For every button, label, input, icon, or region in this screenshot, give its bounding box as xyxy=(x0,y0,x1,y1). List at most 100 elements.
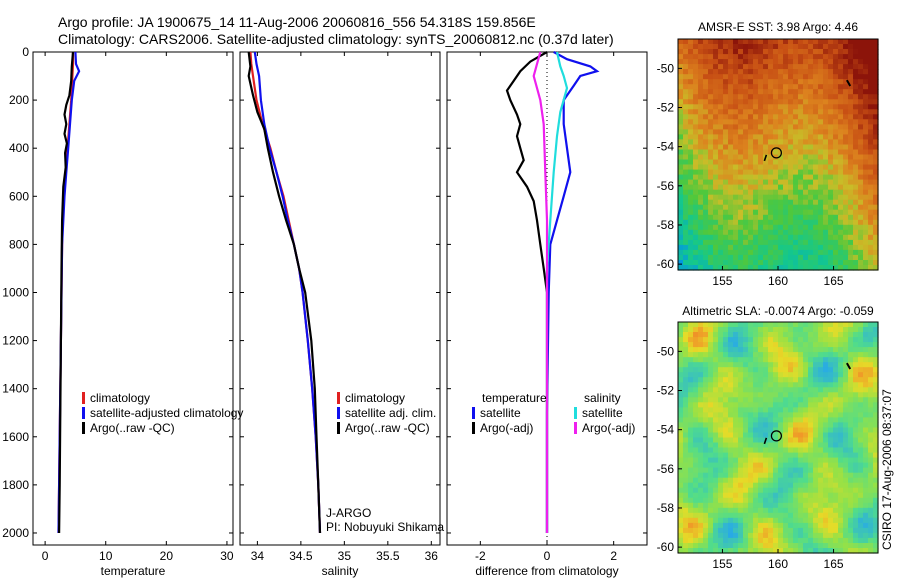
sla_map-cell xyxy=(778,367,784,373)
sst_map-cell xyxy=(758,159,764,166)
sst_map-cell xyxy=(833,219,839,226)
sst_map-cell xyxy=(753,94,759,100)
sst_map-cell xyxy=(693,224,699,231)
sla_map-cell xyxy=(778,342,784,348)
sla_map-cell xyxy=(853,432,859,439)
sla_map-cell xyxy=(733,422,739,428)
sla_map-cell xyxy=(748,412,754,418)
sla_map-cell xyxy=(858,522,864,529)
sst_map-cell xyxy=(783,189,789,196)
sla_map-cell xyxy=(808,367,814,373)
sla_map-cell xyxy=(823,337,829,343)
sla_map-cell xyxy=(713,372,719,378)
header-line-2: Climatology: CARS2006. Satellite-adjuste… xyxy=(58,31,614,47)
sla_map-cell xyxy=(763,382,769,388)
sst_map-cell xyxy=(728,164,734,171)
sst_map-cell xyxy=(728,260,734,266)
sla_map-cell xyxy=(728,392,734,398)
sst_map-cell xyxy=(688,124,694,130)
sst_map-cell xyxy=(768,179,774,186)
sla_map-cell xyxy=(858,342,864,348)
sla_map-cell xyxy=(833,543,839,549)
sla_map-cell xyxy=(803,372,809,378)
sla_map-cell xyxy=(738,417,744,423)
sla_map-cell xyxy=(838,367,844,373)
sst_map-cell xyxy=(678,119,684,125)
sla_map-cell xyxy=(793,527,799,534)
sla_map-cell xyxy=(753,347,759,353)
sst_map-cell xyxy=(698,129,704,135)
sst_map-cell xyxy=(753,119,759,125)
sla_map-cell xyxy=(723,548,729,554)
sst_map-cell xyxy=(723,159,729,166)
sst_map-cell xyxy=(823,224,829,231)
sla_map-cell xyxy=(738,457,744,464)
sst_map-cell xyxy=(798,119,804,125)
sst_map-cell xyxy=(793,239,799,246)
sst_map-cell xyxy=(688,144,694,151)
sla_map-cell xyxy=(793,367,799,373)
sst_map-cell xyxy=(858,129,864,135)
sst_map-cell xyxy=(843,59,849,65)
sla_map-cell xyxy=(798,437,804,444)
sla_map-cell xyxy=(738,327,744,333)
sla_map-cell xyxy=(798,472,804,479)
sla_map-cell xyxy=(783,362,789,368)
sla_map-cell xyxy=(828,392,834,398)
sla_map-cell xyxy=(863,543,869,549)
sst_map-cell xyxy=(833,189,839,196)
sst_map-cell xyxy=(753,149,759,156)
sst_map-cell xyxy=(813,209,819,216)
sst_map-cell xyxy=(843,249,849,256)
sla_map-cell xyxy=(723,427,729,434)
sst_map-cell xyxy=(713,184,719,191)
sst_map-cell xyxy=(713,69,719,75)
sst_map-cell xyxy=(778,199,784,206)
sst_map-cell xyxy=(868,239,874,246)
sst_map-cell xyxy=(853,214,859,221)
sla_map-cell xyxy=(693,442,699,449)
sla_map-cell xyxy=(808,537,814,544)
sla_map-cell xyxy=(733,392,739,398)
sla_map-cell xyxy=(853,482,859,489)
sla_map-cell xyxy=(748,337,754,343)
sst_map-cell xyxy=(693,139,699,145)
sst_map-cell xyxy=(838,214,844,221)
sla_map-cell xyxy=(848,382,854,388)
sst_map-cell xyxy=(738,265,744,271)
sst_map-cell xyxy=(778,164,784,171)
sla_map-cell xyxy=(843,457,849,464)
sst_map-cell xyxy=(813,39,819,45)
sst_map-cell xyxy=(723,54,729,60)
sst_map-cell xyxy=(858,64,864,70)
sla_map-cell xyxy=(693,532,699,539)
sla_map-cell xyxy=(688,347,694,353)
sla_map-cell xyxy=(713,362,719,368)
sst_map-cell xyxy=(708,89,714,95)
sst_map-cell xyxy=(853,139,859,145)
sla_map-cell xyxy=(823,357,829,363)
sla_map-cell xyxy=(758,437,764,444)
sla_map-cell xyxy=(688,548,694,554)
sst_map-cell xyxy=(713,59,719,65)
sst_map-cell xyxy=(778,139,784,145)
sla_map-cell xyxy=(708,452,714,459)
sla_map-cell xyxy=(833,347,839,353)
sla_map-cell xyxy=(728,387,734,393)
sla_map-cell xyxy=(743,322,749,328)
sst_map-cell xyxy=(688,169,694,176)
sla_map-cell xyxy=(738,362,744,368)
sst_map-cell xyxy=(768,169,774,176)
sla_map-cell xyxy=(758,407,764,413)
sst_map-cell xyxy=(738,119,744,125)
sla_map-cell xyxy=(738,337,744,343)
sla_map-cell xyxy=(838,332,844,338)
sst_map-cell xyxy=(818,94,824,100)
sst_map-cell xyxy=(703,59,709,65)
sst_map-cell xyxy=(753,184,759,191)
sst_map-cell xyxy=(778,94,784,100)
sst_map-cell xyxy=(678,234,684,241)
sla_map-cell xyxy=(853,382,859,388)
sla_map-cell xyxy=(868,357,874,363)
sla_map-cell xyxy=(858,412,864,418)
